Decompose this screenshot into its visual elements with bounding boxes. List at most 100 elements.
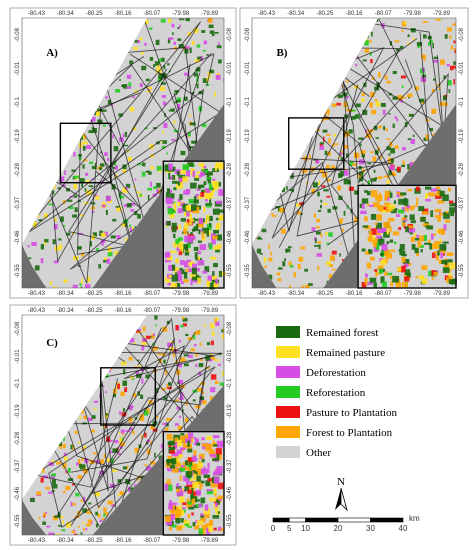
inset-patch bbox=[193, 450, 197, 457]
land-patch bbox=[76, 462, 79, 466]
lon-tick-label: -80.07 bbox=[375, 291, 393, 297]
land-patch bbox=[184, 72, 190, 76]
inset-patch bbox=[192, 276, 198, 281]
land-patch bbox=[191, 40, 195, 45]
land-patch bbox=[82, 133, 85, 139]
land-patch bbox=[201, 30, 206, 33]
land-patch bbox=[116, 234, 121, 240]
inset-patch bbox=[165, 260, 171, 263]
land-patch bbox=[103, 453, 106, 458]
inset-patch bbox=[169, 193, 175, 199]
land-patch bbox=[206, 77, 209, 83]
inset-patch bbox=[201, 227, 209, 234]
land-patch bbox=[348, 186, 355, 191]
land-patch bbox=[343, 178, 350, 185]
inset-patch bbox=[372, 240, 376, 245]
inset-patch bbox=[196, 475, 201, 483]
lat-tick-label: -0.37 bbox=[459, 196, 465, 210]
land-patch bbox=[161, 95, 166, 98]
land-patch bbox=[314, 245, 319, 247]
land-patch bbox=[286, 186, 288, 191]
inset-patch bbox=[198, 470, 203, 476]
land-patch bbox=[406, 42, 411, 45]
inset-patch bbox=[414, 234, 420, 238]
land-patch bbox=[149, 56, 154, 61]
land-patch bbox=[449, 35, 452, 40]
legend-swatch bbox=[276, 406, 300, 418]
inset-patch bbox=[200, 192, 205, 197]
land-patch bbox=[453, 61, 456, 65]
inset-patch bbox=[416, 197, 419, 205]
inset-patch bbox=[197, 251, 201, 255]
land-patch bbox=[152, 424, 156, 428]
land-patch bbox=[376, 82, 380, 88]
land-patch bbox=[350, 109, 356, 112]
land-patch bbox=[326, 195, 331, 198]
land-patch bbox=[320, 233, 323, 237]
inset-patch bbox=[376, 235, 382, 239]
land-patch bbox=[49, 281, 53, 285]
inset-patch bbox=[212, 181, 219, 187]
land-patch bbox=[151, 333, 155, 339]
land-patch bbox=[62, 200, 66, 204]
land-patch bbox=[297, 263, 301, 269]
land-patch bbox=[425, 119, 430, 122]
land-patch bbox=[162, 422, 168, 426]
inset-patch bbox=[377, 228, 384, 234]
inset-patch bbox=[218, 495, 224, 498]
inset-patch bbox=[201, 231, 204, 239]
land-patch bbox=[107, 99, 112, 105]
land-patch bbox=[323, 189, 329, 192]
land-patch bbox=[52, 286, 58, 288]
inset-patch bbox=[430, 210, 434, 218]
land-patch bbox=[211, 33, 215, 37]
land-patch bbox=[397, 95, 403, 101]
land-patch bbox=[319, 142, 325, 145]
inset-patch bbox=[187, 501, 194, 505]
inset-patch bbox=[201, 437, 205, 441]
land-patch bbox=[103, 259, 107, 263]
land-patch bbox=[80, 499, 85, 502]
inset-patch bbox=[191, 267, 197, 275]
inset-patch bbox=[206, 280, 210, 288]
inset-patch bbox=[428, 192, 435, 197]
inset-patch bbox=[214, 201, 222, 207]
inset-patch bbox=[206, 527, 211, 535]
land-patch bbox=[193, 332, 198, 335]
inset-patch bbox=[171, 274, 178, 282]
land-patch bbox=[193, 343, 197, 347]
land-patch bbox=[326, 133, 331, 136]
land-patch bbox=[177, 38, 182, 41]
inset-patch bbox=[396, 214, 400, 217]
lon-tick-label: -79.98 bbox=[172, 308, 190, 314]
inset-patch bbox=[404, 276, 410, 282]
land-patch bbox=[126, 465, 129, 470]
inset-patch bbox=[218, 189, 224, 196]
inset-patch bbox=[189, 463, 195, 470]
inset-patch bbox=[188, 198, 194, 204]
land-patch bbox=[80, 214, 84, 217]
land-patch bbox=[79, 463, 82, 469]
inset-patch bbox=[184, 436, 192, 443]
inset-patch bbox=[198, 229, 201, 235]
land-patch bbox=[132, 96, 136, 99]
inset-patch bbox=[403, 218, 406, 225]
inset-patch bbox=[173, 242, 179, 248]
land-patch bbox=[167, 38, 171, 44]
land-patch bbox=[83, 528, 85, 531]
zoom-box bbox=[100, 367, 157, 426]
land-patch bbox=[184, 363, 189, 367]
land-patch bbox=[137, 213, 141, 219]
land-patch bbox=[127, 157, 131, 160]
land-patch bbox=[327, 111, 330, 116]
lon-tick-label: -80.25 bbox=[86, 291, 104, 297]
inset-patch bbox=[361, 282, 367, 289]
land-patch bbox=[345, 80, 349, 83]
land-patch bbox=[129, 405, 133, 411]
land-patch bbox=[156, 165, 162, 172]
inset-patch bbox=[208, 449, 215, 456]
land-patch bbox=[73, 195, 77, 198]
inset-patch bbox=[206, 177, 212, 180]
inset-patch bbox=[403, 219, 408, 222]
land-patch bbox=[364, 40, 369, 46]
